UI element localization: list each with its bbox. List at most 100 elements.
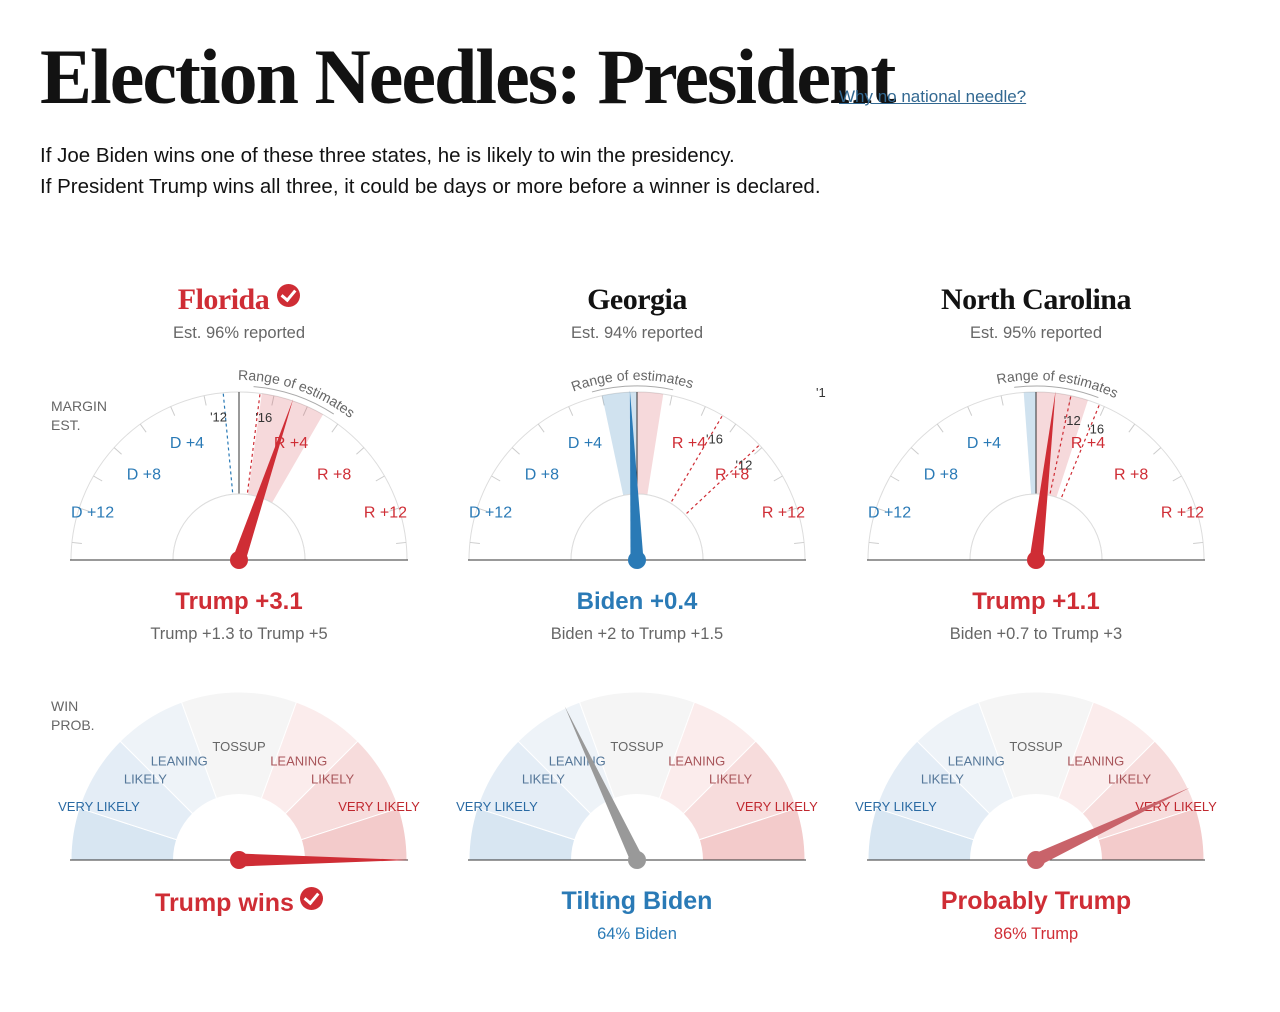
result-2016-line xyxy=(671,415,724,502)
margin-tick xyxy=(868,541,879,544)
result-2016-line xyxy=(246,393,261,493)
prob-zone-label-rep: LEANING xyxy=(270,754,327,769)
range-band-dem xyxy=(602,392,637,496)
margin-label-line-1: MARGIN xyxy=(51,398,107,414)
margin-tick xyxy=(910,447,919,455)
margin-estimate: Trump +1.1 xyxy=(972,588,1100,615)
margin-tick-label-rep: R +12 xyxy=(364,504,407,521)
result-2012-label: '12 xyxy=(735,458,752,473)
range-band-dem xyxy=(1023,392,1036,495)
win-prob-label: WIN PROB. xyxy=(51,697,95,735)
margin-needle-hub xyxy=(628,551,646,569)
probability-needle-hub xyxy=(628,851,646,869)
margin-tick xyxy=(729,423,737,433)
probability-status: Trump wins xyxy=(40,887,438,918)
margin-tick xyxy=(1193,541,1204,544)
margin-tick xyxy=(1099,406,1105,416)
state-title: Georgia xyxy=(438,280,836,320)
prob-zone-label-dem: VERY LIKELY xyxy=(855,799,937,814)
prob-zone-label-rep: LEANING xyxy=(1067,754,1124,769)
prob-inner-disc xyxy=(571,794,703,860)
state-panel-georgia: Georgia Est. 94% reported Range of estim… xyxy=(438,280,836,943)
result-2016-label: '16 xyxy=(706,431,723,446)
margin-tick xyxy=(1172,475,1182,482)
margin-tick-label-dem: D +12 xyxy=(71,504,114,521)
state-title: Florida xyxy=(40,280,438,320)
prob-inner-disc xyxy=(173,794,305,860)
margin-tick xyxy=(93,475,103,482)
probability-status-text: Tilting Biden xyxy=(561,887,713,915)
margin-tick-label-dem: D +8 xyxy=(924,466,958,483)
state-name: North Carolina xyxy=(941,283,1131,316)
margin-tick xyxy=(787,507,797,512)
margin-tick xyxy=(477,507,487,512)
margin-range-text: Biden +0.7 to Trump +3 xyxy=(949,625,1123,643)
margin-tick-label-rep: R +4 xyxy=(672,435,706,452)
prob-zone-label-tossup: TOSSUP xyxy=(212,739,265,754)
margin-tick xyxy=(203,395,207,406)
state-name: Georgia xyxy=(587,283,687,316)
prob-zone-label-dem: LIKELY xyxy=(522,772,565,787)
margin-tick xyxy=(331,423,339,433)
margin-inner-arc xyxy=(172,493,306,561)
margin-needle-hub xyxy=(230,551,248,569)
margin-needle-hub xyxy=(1027,551,1045,569)
prob-zone-label-dem: VERY LIKELY xyxy=(58,799,140,814)
margin-tick xyxy=(71,541,82,544)
margin-tick xyxy=(936,423,944,433)
why-no-national-needle-link[interactable]: Why no national needle? xyxy=(839,87,1027,106)
margin-tick xyxy=(1186,507,1196,512)
margin-tick xyxy=(79,507,89,512)
probability-detail: 86% Trump xyxy=(993,925,1079,943)
prob-zone-label-rep: LEANING xyxy=(668,754,725,769)
margin-tick xyxy=(302,406,308,416)
probability-needle-hub xyxy=(230,851,248,869)
called-check-icon xyxy=(277,284,301,307)
margin-tick-label-dem: D +4 xyxy=(568,435,602,452)
margin-tick xyxy=(491,475,501,482)
prob-zone-label-rep: LIKELY xyxy=(311,772,354,787)
margin-tick-label-rep: R +8 xyxy=(715,466,749,483)
margin-range-text: Biden +2 to Trump +1.5 xyxy=(550,625,724,643)
result-2016-line xyxy=(1061,404,1101,498)
prob-zone-label-rep: VERY LIKELY xyxy=(338,799,420,814)
margin-tick-label-dem: D +4 xyxy=(170,435,204,452)
margin-tick xyxy=(1128,423,1136,433)
margin-tick xyxy=(967,406,973,416)
prob-zone-label-rep: VERY LIKELY xyxy=(736,799,818,814)
range-band-rep xyxy=(637,392,664,495)
margin-tick xyxy=(669,395,673,406)
margin-tick xyxy=(700,406,706,416)
margin-tick xyxy=(1153,447,1162,455)
page-title: Election Needles: President xyxy=(40,33,896,120)
margin-tick xyxy=(511,447,520,455)
margin-estimate: Biden +0.4 xyxy=(576,588,698,615)
prob-zone-label-dem: LIKELY xyxy=(921,772,964,787)
margin-tick-label-rep: R +12 xyxy=(1161,504,1204,521)
prob-label-line-1: WIN xyxy=(51,698,79,714)
probability-detail: 64% Biden xyxy=(597,925,677,943)
margin-tick xyxy=(139,423,147,433)
probability-status-text: Probably Trump xyxy=(940,887,1132,915)
margin-tick xyxy=(876,507,886,512)
margin-needle xyxy=(232,398,294,563)
margin-needle xyxy=(629,390,644,561)
prob-zone-label-tossup: TOSSUP xyxy=(1009,739,1062,754)
margin-tick xyxy=(170,406,176,416)
probability-needle xyxy=(239,853,409,867)
prob-zone-label-rep: LIKELY xyxy=(709,772,752,787)
result-2012-line xyxy=(222,392,234,493)
prob-zone-label-tossup: TOSSUP xyxy=(610,739,663,754)
margin-tick-label-dem: D +12 xyxy=(469,504,512,521)
result-2012-line xyxy=(686,444,760,514)
margin-tick xyxy=(469,541,480,544)
margin-tick-label-dem: D +12 xyxy=(868,504,911,521)
probability-status: Tilting Biden xyxy=(438,887,836,916)
probability-status: Probably Trump xyxy=(837,887,1235,916)
result-2012-label: '12 xyxy=(1064,413,1081,428)
prob-zone-label-dem: LEANING xyxy=(549,754,606,769)
margin-tick xyxy=(890,475,900,482)
reported-text: Est. 96% reported xyxy=(172,324,306,342)
